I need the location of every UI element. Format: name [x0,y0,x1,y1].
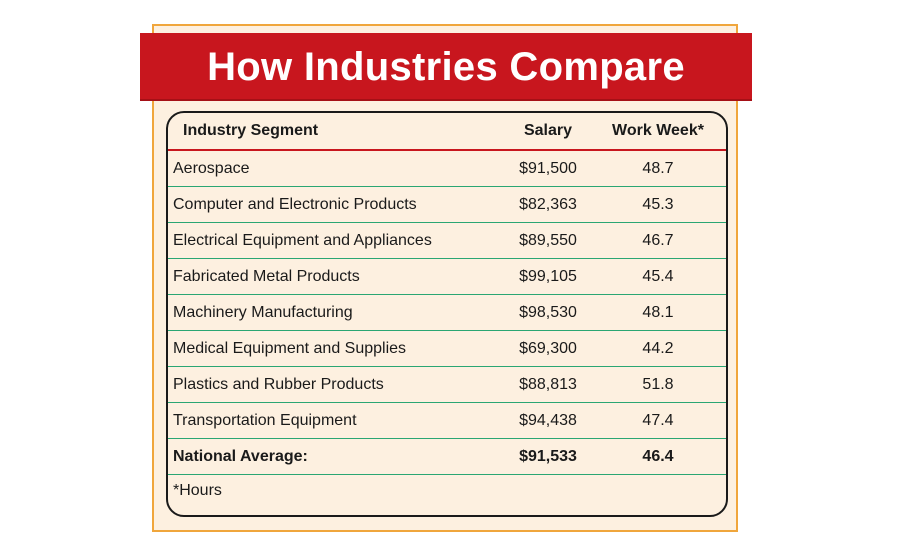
table-row: Medical Equipment and Supplies $69,300 4… [168,331,726,367]
cell-work-week: 47.4 [642,411,674,429]
cell-salary: $91,500 [519,159,577,177]
page-title: How Industries Compare [140,33,752,101]
cell-salary: $69,300 [519,339,577,357]
cell-segment: Aerospace [173,159,250,177]
table-header-row: Industry Segment Salary Work Week* [168,113,726,151]
table-row: Machinery Manufacturing $98,530 48.1 [168,295,726,331]
table-row: Fabricated Metal Products $99,105 45.4 [168,259,726,295]
cell-segment: Transportation Equipment [173,411,357,429]
cell-work-week: 51.8 [642,375,674,393]
table-row: Transportation Equipment $94,438 47.4 [168,403,726,439]
cell-salary: $91,533 [519,447,577,465]
table-row: Electrical Equipment and Appliances $89,… [168,223,726,259]
cell-salary: $82,363 [519,195,577,213]
cell-segment: Medical Equipment and Supplies [173,339,407,357]
cell-salary: $88,813 [519,375,577,393]
cell-work-week: 48.7 [642,159,674,177]
cell-work-week: 45.3 [642,195,674,213]
table-row-national-average: National Average: $91,533 46.4 [168,439,726,475]
cell-salary: $98,530 [519,303,577,321]
cell-work-week: 46.4 [642,447,674,465]
cell-work-week: 46.7 [642,231,674,249]
comparison-table: Industry Segment Salary Work Week* Aeros… [166,111,728,517]
cell-segment: Electrical Equipment and Appliances [173,231,432,249]
cell-work-week: 45.4 [642,267,674,285]
cell-segment: Machinery Manufacturing [173,303,353,321]
cell-segment: Plastics and Rubber Products [173,375,384,393]
header-industry-segment: Industry Segment [183,122,319,139]
cell-segment: Fabricated Metal Products [173,267,360,285]
cell-work-week: 48.1 [642,303,674,321]
cell-salary: $94,438 [519,411,577,429]
table-row: Aerospace $91,500 48.7 [168,151,726,187]
cell-segment: Computer and Electronic Products [173,195,417,213]
cell-salary: $89,550 [519,231,577,249]
table-row: Computer and Electronic Products $82,363… [168,187,726,223]
header-salary: Salary [523,122,573,139]
cell-segment: National Average: [173,447,308,465]
cell-work-week: 44.2 [642,339,674,357]
table-row: Plastics and Rubber Products $88,813 51.… [168,367,726,403]
header-work-week: Work Week* [612,122,704,139]
cell-salary: $99,105 [519,267,577,285]
footnote: *Hours [173,482,222,499]
